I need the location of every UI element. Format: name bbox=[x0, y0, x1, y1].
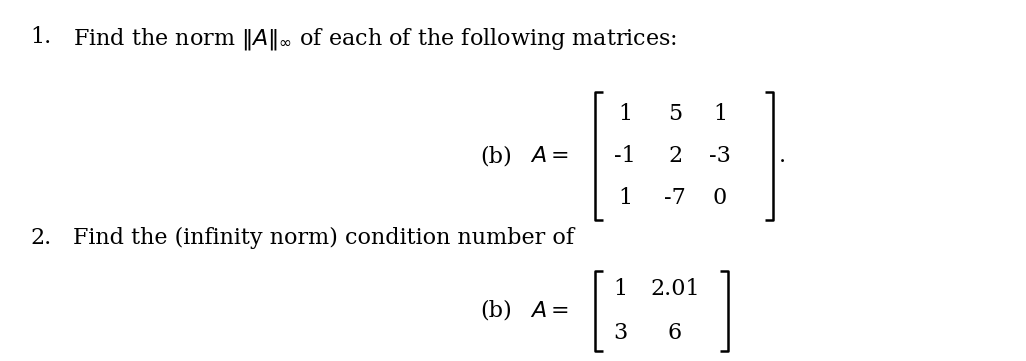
Text: Find the (infinity norm) condition number of: Find the (infinity norm) condition numbe… bbox=[73, 227, 574, 249]
Text: -3: -3 bbox=[709, 145, 731, 167]
Text: 3: 3 bbox=[613, 322, 627, 344]
Text: 2.: 2. bbox=[30, 227, 51, 249]
Text: 2: 2 bbox=[668, 145, 682, 167]
Text: $A=$: $A=$ bbox=[530, 145, 569, 167]
Text: .: . bbox=[779, 145, 786, 167]
Text: -1: -1 bbox=[615, 145, 636, 167]
Text: 2.01: 2.01 bbox=[650, 278, 700, 300]
Text: 5: 5 bbox=[668, 103, 682, 125]
Text: 0: 0 bbox=[713, 187, 727, 209]
Text: (b): (b) bbox=[480, 145, 512, 167]
Text: 1.: 1. bbox=[30, 26, 51, 48]
Text: 1: 1 bbox=[618, 103, 632, 125]
Text: $A=$: $A=$ bbox=[530, 300, 569, 322]
Text: 1: 1 bbox=[713, 103, 727, 125]
Text: -7: -7 bbox=[664, 187, 685, 209]
Text: 1: 1 bbox=[613, 278, 627, 300]
Text: 6: 6 bbox=[668, 322, 682, 344]
Text: (b): (b) bbox=[480, 300, 512, 322]
Text: 1: 1 bbox=[618, 187, 632, 209]
Text: Find the norm $\|A\|_\infty$ of each of the following matrices:: Find the norm $\|A\|_\infty$ of each of … bbox=[73, 26, 677, 52]
